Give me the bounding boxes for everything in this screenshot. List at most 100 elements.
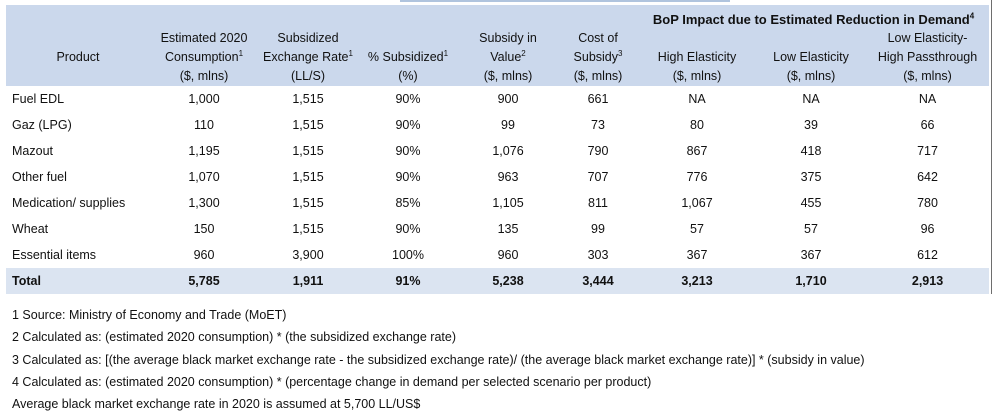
header-subsidy-line1: Subsidy in [458, 29, 558, 48]
header-pct-sup: 1 [443, 48, 449, 58]
cell: 717 [917, 144, 938, 158]
cell: 57 [690, 222, 704, 236]
total-row: Total 5,785 1,911 91% 5,238 3,444 3,213 … [6, 268, 990, 294]
header-low-line2: Low Elasticity [756, 48, 866, 67]
table-body: Fuel EDL 1,000 1,515 90% 900 661 NA NA N… [6, 86, 990, 294]
cell: 642 [917, 170, 938, 184]
unit-pct: (%) [398, 69, 418, 83]
total-cell: 5,238 [458, 268, 558, 294]
header-high-line1 [638, 29, 756, 48]
cell: 110 [194, 118, 214, 132]
subsidy-table: BoP Impact due to Estimated Reduction in… [6, 5, 990, 294]
cell: 960 [497, 248, 519, 262]
total-cell: 1,710 [756, 268, 866, 294]
total-cell: 3,444 [558, 268, 638, 294]
header-cost-sup: 3 [618, 48, 623, 58]
unit-cost: ($, mlns) [573, 69, 623, 83]
header-exchange-sup: 1 [348, 48, 353, 58]
cell: 1,515 [292, 196, 324, 210]
table-row: Essential items 960 3,900 100% 960 303 3… [6, 242, 989, 268]
cell: 303 [587, 248, 609, 262]
unit-consumption: ($, mlns) [179, 69, 229, 83]
cell: 780 [917, 196, 938, 210]
cell: 1,195 [188, 144, 220, 158]
cell: 1,105 [492, 196, 524, 210]
unit-subsidy: ($, mlns) [483, 69, 533, 83]
header-spacer [558, 5, 638, 29]
cell: 776 [686, 170, 708, 184]
header-consumption-line2: Consumption1 [150, 48, 258, 67]
cell: 66 [920, 118, 935, 132]
cell: 90% [395, 170, 421, 184]
cell: 90% [395, 222, 421, 236]
row-product: Fuel EDL [12, 92, 65, 106]
header-exchange-line1: Subsidized [258, 29, 358, 48]
unit-high: ($, mlns) [672, 69, 722, 83]
cell: 1,070 [188, 170, 220, 184]
footnotes: 1 Source: Ministry of Economy and Trade … [12, 305, 865, 416]
header-consumption-text2: Consumption [164, 50, 239, 64]
header-consumption-text1: Estimated 2020 [160, 31, 248, 45]
header-exchange-text1: Subsidized [277, 31, 339, 45]
header-passthrough-line2: High Passthrough [866, 48, 989, 67]
cell: 367 [800, 248, 822, 262]
cell: 135 [497, 222, 519, 236]
header-subsidy-text1: Subsidy in [479, 31, 537, 45]
header-spacer [258, 5, 358, 29]
cell: 90% [395, 118, 421, 132]
header-pct-text: % Subsidized [367, 50, 444, 64]
total-cell: 3,213 [638, 268, 756, 294]
cell: 661 [587, 92, 609, 106]
cell: 811 [588, 196, 608, 210]
row-product: Essential items [12, 248, 97, 262]
footnote: 2 Calculated as: (estimated 2020 consump… [12, 330, 457, 345]
total-label: Total [6, 268, 150, 294]
header-consumption-line1: Estimated 2020 [150, 29, 258, 48]
cell: 418 [800, 144, 822, 158]
cell: 1,300 [188, 196, 220, 210]
row-product: Other fuel [12, 170, 67, 184]
cell: 960 [193, 248, 215, 262]
table-header: BoP Impact due to Estimated Reduction in… [6, 5, 990, 86]
header-exchange-text2: Exchange Rate [263, 50, 349, 64]
total-cell: 2,913 [866, 268, 990, 294]
group-header-text: BoP Impact due to Estimated Reduction in… [652, 12, 970, 27]
table-row: Fuel EDL 1,000 1,515 90% 900 661 NA NA N… [6, 86, 989, 112]
header-pct-line2: % Subsidized1 [358, 48, 458, 67]
header-cost-line1: Cost of [558, 29, 638, 48]
cell: 1,000 [188, 92, 220, 106]
total-cell: 1,911 [258, 268, 358, 294]
cell: NA [802, 92, 820, 106]
cell: 100% [392, 248, 424, 262]
cell: 963 [497, 170, 519, 184]
cell: 1,067 [681, 196, 713, 210]
unit-passthrough: ($, mlns) [903, 69, 952, 83]
header-spacer [358, 5, 458, 29]
header-subsidy-text2: Value [490, 50, 522, 64]
header-spacer [6, 5, 150, 29]
cell: 707 [587, 170, 609, 184]
total-cell: 91% [358, 268, 458, 294]
cell: 867 [686, 144, 708, 158]
cell: 455 [800, 196, 822, 210]
header-low-text: Low Elasticity [773, 50, 849, 64]
cell: 150 [193, 222, 215, 236]
cell: 85% [395, 196, 421, 210]
cell: 73 [591, 118, 605, 132]
footnote: Average black market exchange rate in 20… [12, 397, 421, 412]
header-high-line2: High Elasticity [638, 48, 756, 67]
cell: 99 [591, 222, 605, 236]
group-header-sup: 4 [969, 11, 975, 21]
header-pct-line1 [358, 29, 458, 48]
row-product: Medication/ supplies [12, 196, 126, 210]
header-subsidy-line2: Value2 [458, 48, 558, 67]
cell: 1,515 [292, 118, 324, 132]
header-low-line1 [756, 29, 866, 48]
header-cost-line2: Subsidy3 [558, 48, 638, 67]
table-row: Mazout 1,195 1,515 90% 1,076 790 867 418… [6, 138, 989, 164]
header-high-text: High Elasticity [657, 50, 737, 64]
header-passthrough-text2: High Passthrough [877, 50, 978, 64]
cell: 1,515 [292, 144, 324, 158]
cell: 1,515 [292, 170, 324, 184]
cell: 1,515 [292, 222, 324, 236]
